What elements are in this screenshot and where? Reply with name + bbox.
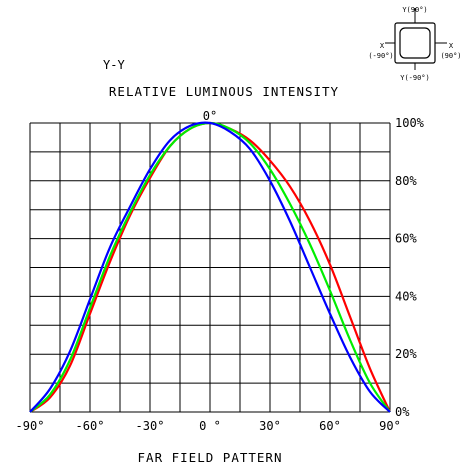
orientation-inset: Y(90°) Y(-90°) X (-90°) X (90°): [368, 6, 461, 82]
x-axis-label: FAR FIELD PATTERN: [138, 450, 283, 465]
x-tick-label: -90°: [16, 419, 45, 433]
y-tick-label: 20%: [395, 347, 417, 361]
inset-inner-square: [399, 27, 431, 59]
x-tick-label: 60°: [319, 419, 341, 433]
series-group: [29, 121, 391, 413]
chart-title: RELATIVE LUMINOUS INTENSITY: [109, 84, 339, 99]
grid: [29, 122, 391, 413]
inset-bottom-label: Y(-90°): [400, 74, 430, 82]
series-line-3: [29, 121, 391, 413]
y-tick-label: 0%: [395, 405, 410, 419]
x-tick-label: 0 °: [199, 419, 221, 433]
x-tick-label: 30°: [259, 419, 281, 433]
x-tick-label: -60°: [76, 419, 105, 433]
inset-right-label: (90°): [440, 52, 461, 60]
inset-top-label: Y(90°): [402, 6, 427, 14]
y-tick-label: 80%: [395, 174, 417, 188]
top-angle-label: 0°: [203, 109, 217, 123]
y-tick-label: 60%: [395, 232, 417, 246]
x-tick-label: 90°: [379, 419, 401, 433]
y-tick-label: 100%: [395, 116, 425, 130]
y-tick-label: 40%: [395, 289, 417, 303]
x-tick-labels: -90° -60° -30° 0 ° 30° 60° 90°: [16, 419, 401, 433]
y-tick-labels: 0% 20% 40% 60% 80% 100%: [395, 116, 425, 419]
inset-left-label: (-90°): [368, 52, 393, 60]
axis-plane-label: Y-Y: [103, 58, 125, 72]
inset-left-axis-label: X: [380, 42, 385, 50]
inset-right-axis-label: X: [449, 42, 454, 50]
x-tick-label: -30°: [136, 419, 165, 433]
